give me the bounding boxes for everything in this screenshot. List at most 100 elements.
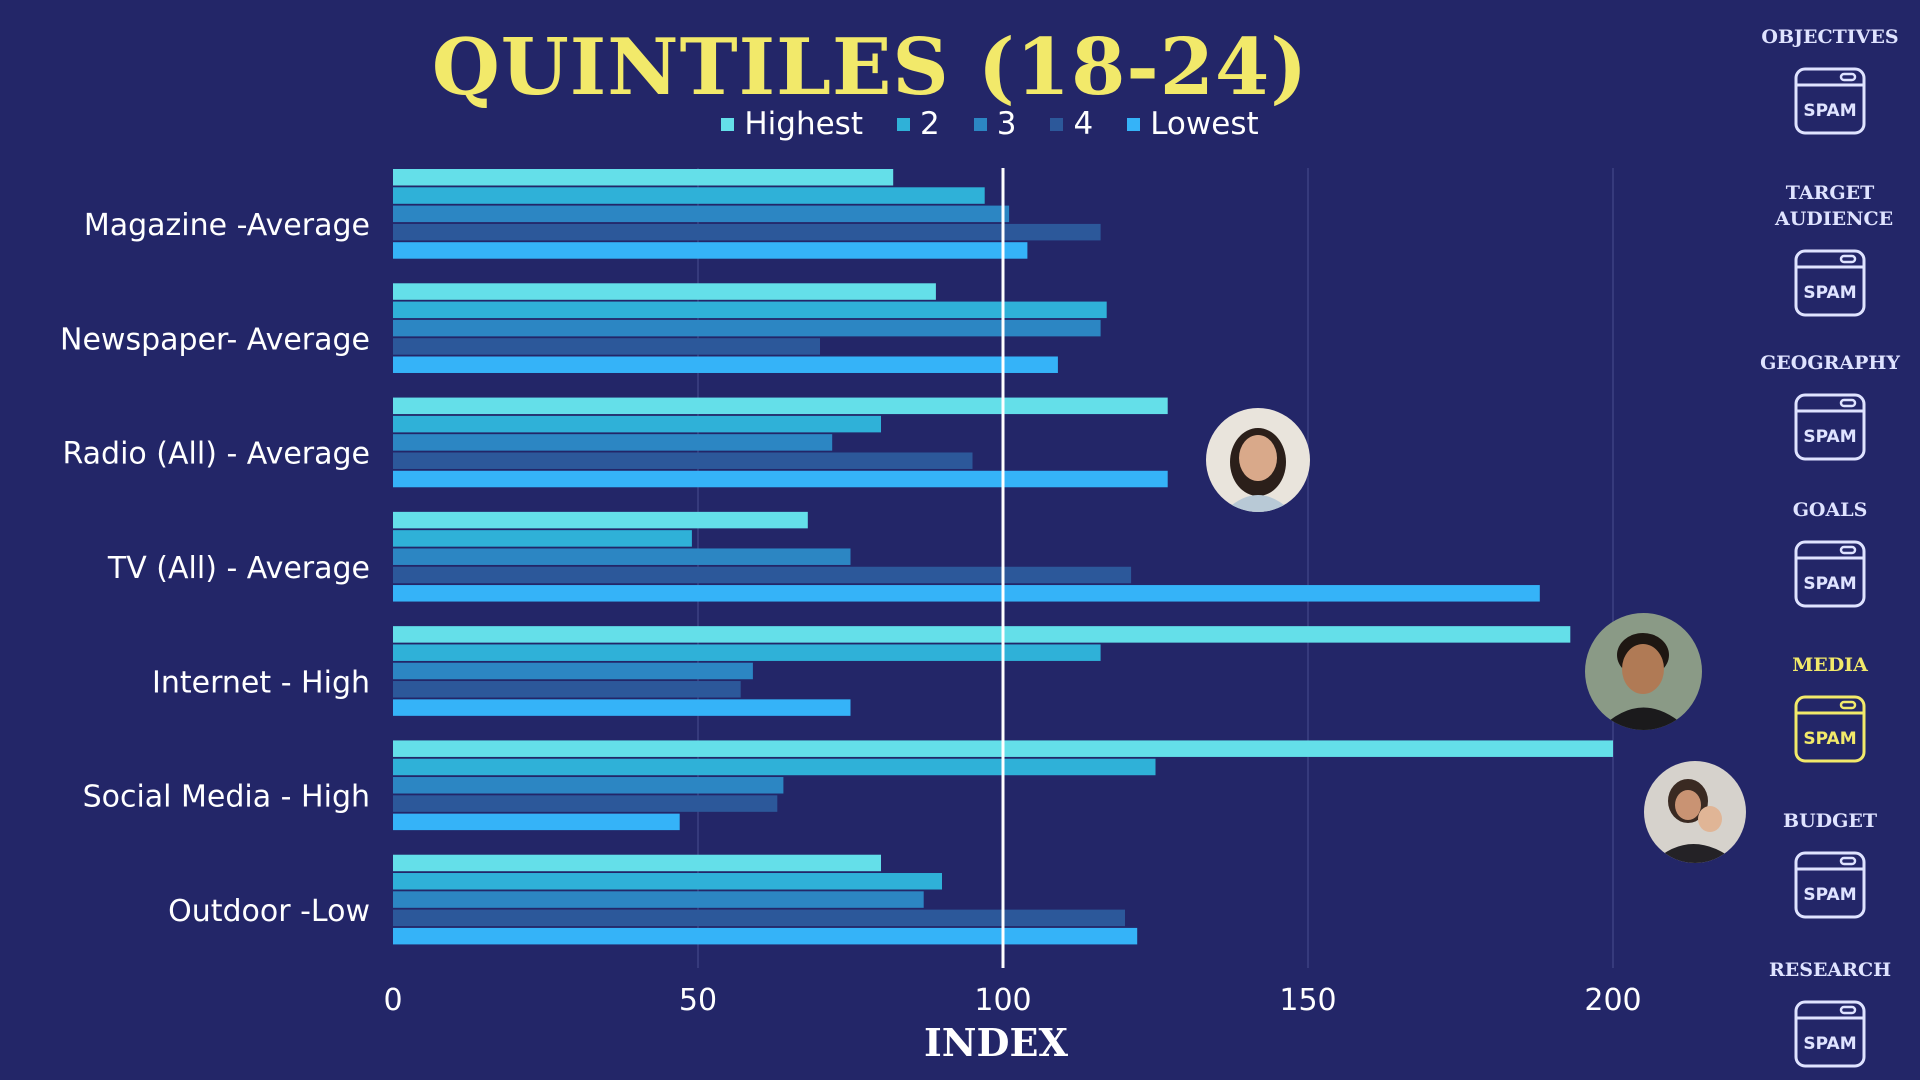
bar-2-1 — [393, 283, 936, 300]
spam-box-icon: SPAM — [1794, 1000, 1866, 1068]
svg-text:SPAM: SPAM — [1803, 729, 1856, 749]
bar-5-3 — [393, 662, 753, 680]
category-label: Radio (All) - Average — [62, 437, 370, 472]
sidebar-item-label: TARGET AUDIENCE — [1775, 182, 1894, 230]
sidebar-item-label: GOALS — [1792, 499, 1868, 521]
page-title: QUINTILES (18-24) — [431, 22, 1309, 113]
bar-7-4 — [393, 909, 1125, 927]
category-label: Outdoor -Low — [168, 894, 370, 929]
spam-box-icon: SPAM — [1794, 695, 1866, 763]
bar-4-2 — [393, 530, 692, 547]
bar-5-5 — [393, 699, 851, 716]
bar-6-2 — [393, 758, 1156, 776]
x-tick-label: 100 — [974, 983, 1031, 1018]
bar-4-5 — [393, 585, 1540, 602]
sidebar-item-label: OBJECTIVES — [1761, 26, 1899, 48]
sidebar-nav: OBJECTIVES SPAM TARGET AUDIENCE SPAM GEOGRAP… — [1740, 0, 1920, 1080]
sidebar-item-label: RESEARCH — [1768, 959, 1892, 981]
svg-text:SPAM: SPAM — [1803, 283, 1856, 303]
category-label: TV (All) - Average — [107, 551, 370, 586]
bar-7-2 — [393, 873, 942, 890]
bar-1-4 — [393, 223, 1101, 241]
legend-label: 2 — [920, 106, 940, 142]
bar-2-4 — [393, 338, 820, 355]
x-tick-label: 200 — [1584, 983, 1641, 1018]
svg-text:SPAM: SPAM — [1803, 1034, 1856, 1054]
bar-4-3 — [393, 548, 851, 565]
avatar-family — [1644, 761, 1746, 863]
avatar-family-icon — [1644, 761, 1746, 863]
legend-item: 3 — [973, 106, 1017, 142]
sidebar-item-label: MEDIA — [1792, 654, 1868, 676]
bar-6-3 — [393, 777, 784, 794]
svg-text:SPAM: SPAM — [1803, 101, 1856, 121]
sidebar-item-target-audience[interactable]: TARGET AUDIENCE SPAM — [1740, 180, 1920, 318]
legend-item: Highest — [721, 106, 863, 142]
bar-2-5 — [393, 356, 1058, 373]
bar-6-5 — [393, 813, 680, 831]
legend-swatch — [897, 117, 910, 131]
spam-box-icon: SPAM — [1794, 67, 1866, 135]
legend-swatch — [973, 117, 987, 131]
category-label: Social Media - High — [83, 780, 370, 815]
bar-3-1 — [393, 397, 1168, 415]
legend-swatch — [721, 117, 735, 131]
spam-box-icon: SPAM — [1794, 249, 1866, 317]
bar-1-2 — [393, 187, 985, 204]
x-tick-label: 0 — [383, 983, 402, 1018]
legend-swatch — [1050, 117, 1064, 131]
legend-label: Lowest — [1150, 106, 1259, 142]
sidebar-item-objectives[interactable]: OBJECTIVES SPAM — [1740, 24, 1920, 136]
avatar-man — [1585, 613, 1702, 730]
bar-6-4 — [393, 795, 778, 812]
bar-4-1 — [393, 511, 808, 529]
bar-3-5 — [393, 470, 1168, 488]
legend-label: 3 — [996, 106, 1017, 142]
bar-3-2 — [393, 415, 881, 433]
bar-1-1 — [393, 169, 894, 186]
legend-swatch — [1127, 117, 1141, 131]
category-label: Internet - High — [152, 665, 370, 700]
x-tick-label: 50 — [679, 983, 717, 1018]
svg-text:SPAM: SPAM — [1803, 574, 1856, 594]
bar-5-4 — [393, 681, 741, 698]
legend-item: 4 — [1050, 106, 1093, 142]
bar-chart: Magazine -Average Newspaper- Average Radio… — [60, 168, 1642, 1065]
bar-7-1 — [393, 854, 881, 872]
svg-text:SPAM: SPAM — [1803, 427, 1856, 447]
avatar-woman — [1206, 408, 1310, 512]
legend-item: 2 — [897, 106, 940, 142]
sidebar-item-media[interactable]: MEDIA SPAM — [1740, 652, 1920, 764]
bar-4-4 — [393, 566, 1132, 584]
x-axis-title: INDEX — [924, 1020, 1068, 1065]
legend-label: Highest — [744, 106, 863, 142]
bar-5-1 — [393, 626, 1571, 643]
bar-2-3 — [393, 319, 1101, 337]
sidebar-item-budget[interactable]: BUDGET SPAM — [1740, 808, 1920, 920]
avatar-woman-icon — [1206, 408, 1310, 512]
bar-7-3 — [393, 891, 924, 908]
chart-legend: Highest 2 3 4 Lowest — [0, 106, 1920, 142]
bar-1-5 — [393, 242, 1028, 259]
bar-2-2 — [393, 301, 1107, 319]
bar-3-4 — [393, 452, 973, 469]
bar-7-5 — [393, 927, 1138, 945]
spam-box-icon: SPAM — [1794, 540, 1866, 608]
sidebar-item-geography[interactable]: GEOGRAPHY SPAM — [1740, 350, 1920, 462]
legend-label: 4 — [1073, 106, 1094, 142]
spam-box-icon: SPAM — [1794, 393, 1866, 461]
spam-box-icon: SPAM — [1794, 851, 1866, 919]
bar-1-3 — [393, 205, 1010, 223]
bar-5-2 — [393, 644, 1101, 661]
sidebar-item-label: BUDGET — [1783, 810, 1877, 832]
sidebar-item-goals[interactable]: GOALS SPAM — [1740, 497, 1920, 609]
category-label: Newspaper- Average — [60, 322, 370, 357]
x-tick-label: 150 — [1279, 983, 1336, 1018]
sidebar-item-label: GEOGRAPHY — [1760, 352, 1900, 374]
avatar-man-icon — [1585, 613, 1702, 730]
bar-3-3 — [393, 434, 833, 451]
sidebar-item-research[interactable]: RESEARCH SPAM — [1740, 957, 1920, 1069]
category-label: Magazine -Average — [84, 208, 370, 243]
legend-item: Lowest — [1127, 106, 1259, 142]
svg-text:SPAM: SPAM — [1803, 885, 1856, 905]
